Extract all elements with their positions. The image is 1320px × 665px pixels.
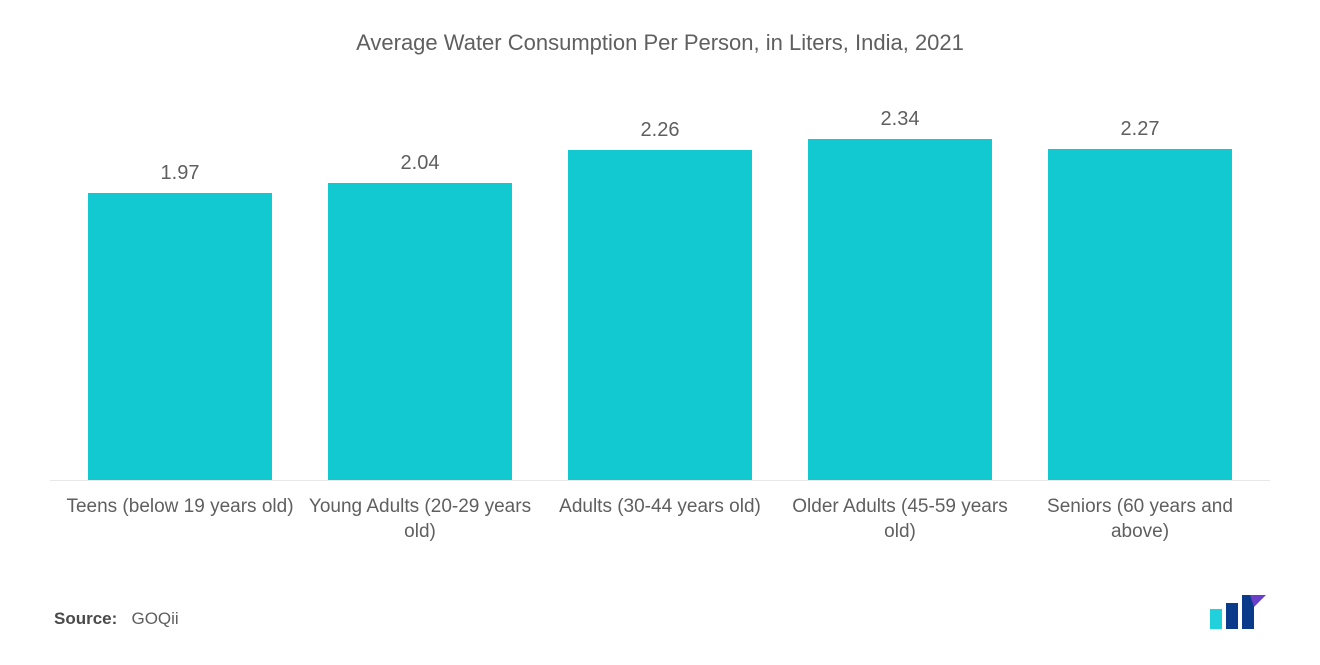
bar-value-label: 2.04 (401, 152, 440, 175)
bar-value-label: 2.26 (641, 119, 680, 142)
brand-logo-icon (1208, 595, 1266, 629)
bar (328, 183, 512, 481)
x-axis-labels: Teens (below 19 years old) Young Adults … (50, 494, 1270, 545)
x-axis-label: Older Adults (45-59 years old) (780, 494, 1020, 545)
bar (1048, 149, 1232, 481)
source-citation: Source: GOQii (54, 609, 179, 629)
bar (808, 139, 992, 481)
logo-bar-2 (1226, 603, 1238, 629)
bar-group: 2.34 (780, 66, 1020, 481)
bar (568, 150, 752, 480)
chart-title: Average Water Consumption Per Person, in… (50, 30, 1270, 56)
source-prefix: Source: (54, 609, 117, 628)
x-axis-label: Young Adults (20-29 years old) (300, 494, 540, 545)
chart-container: Average Water Consumption Per Person, in… (0, 0, 1320, 665)
bar (88, 193, 272, 481)
bar-value-label: 2.27 (1121, 118, 1160, 141)
chart-footer: Source: GOQii (50, 595, 1270, 635)
plot-area: 1.97 2.04 2.26 2.34 2.27 (50, 66, 1270, 482)
bar-group: 1.97 (60, 66, 300, 481)
bar-group: 2.04 (300, 66, 540, 481)
x-axis-label: Seniors (60 years and above) (1020, 494, 1260, 545)
bar-value-label: 1.97 (161, 162, 200, 185)
x-axis-label: Adults (30-44 years old) (540, 494, 780, 545)
x-axis-line (50, 480, 1270, 481)
x-axis-label: Teens (below 19 years old) (60, 494, 300, 545)
logo-bar-1 (1210, 609, 1222, 629)
bar-group: 2.27 (1020, 66, 1260, 481)
bar-group: 2.26 (540, 66, 780, 481)
bar-value-label: 2.34 (881, 108, 920, 131)
source-name: GOQii (131, 609, 178, 628)
